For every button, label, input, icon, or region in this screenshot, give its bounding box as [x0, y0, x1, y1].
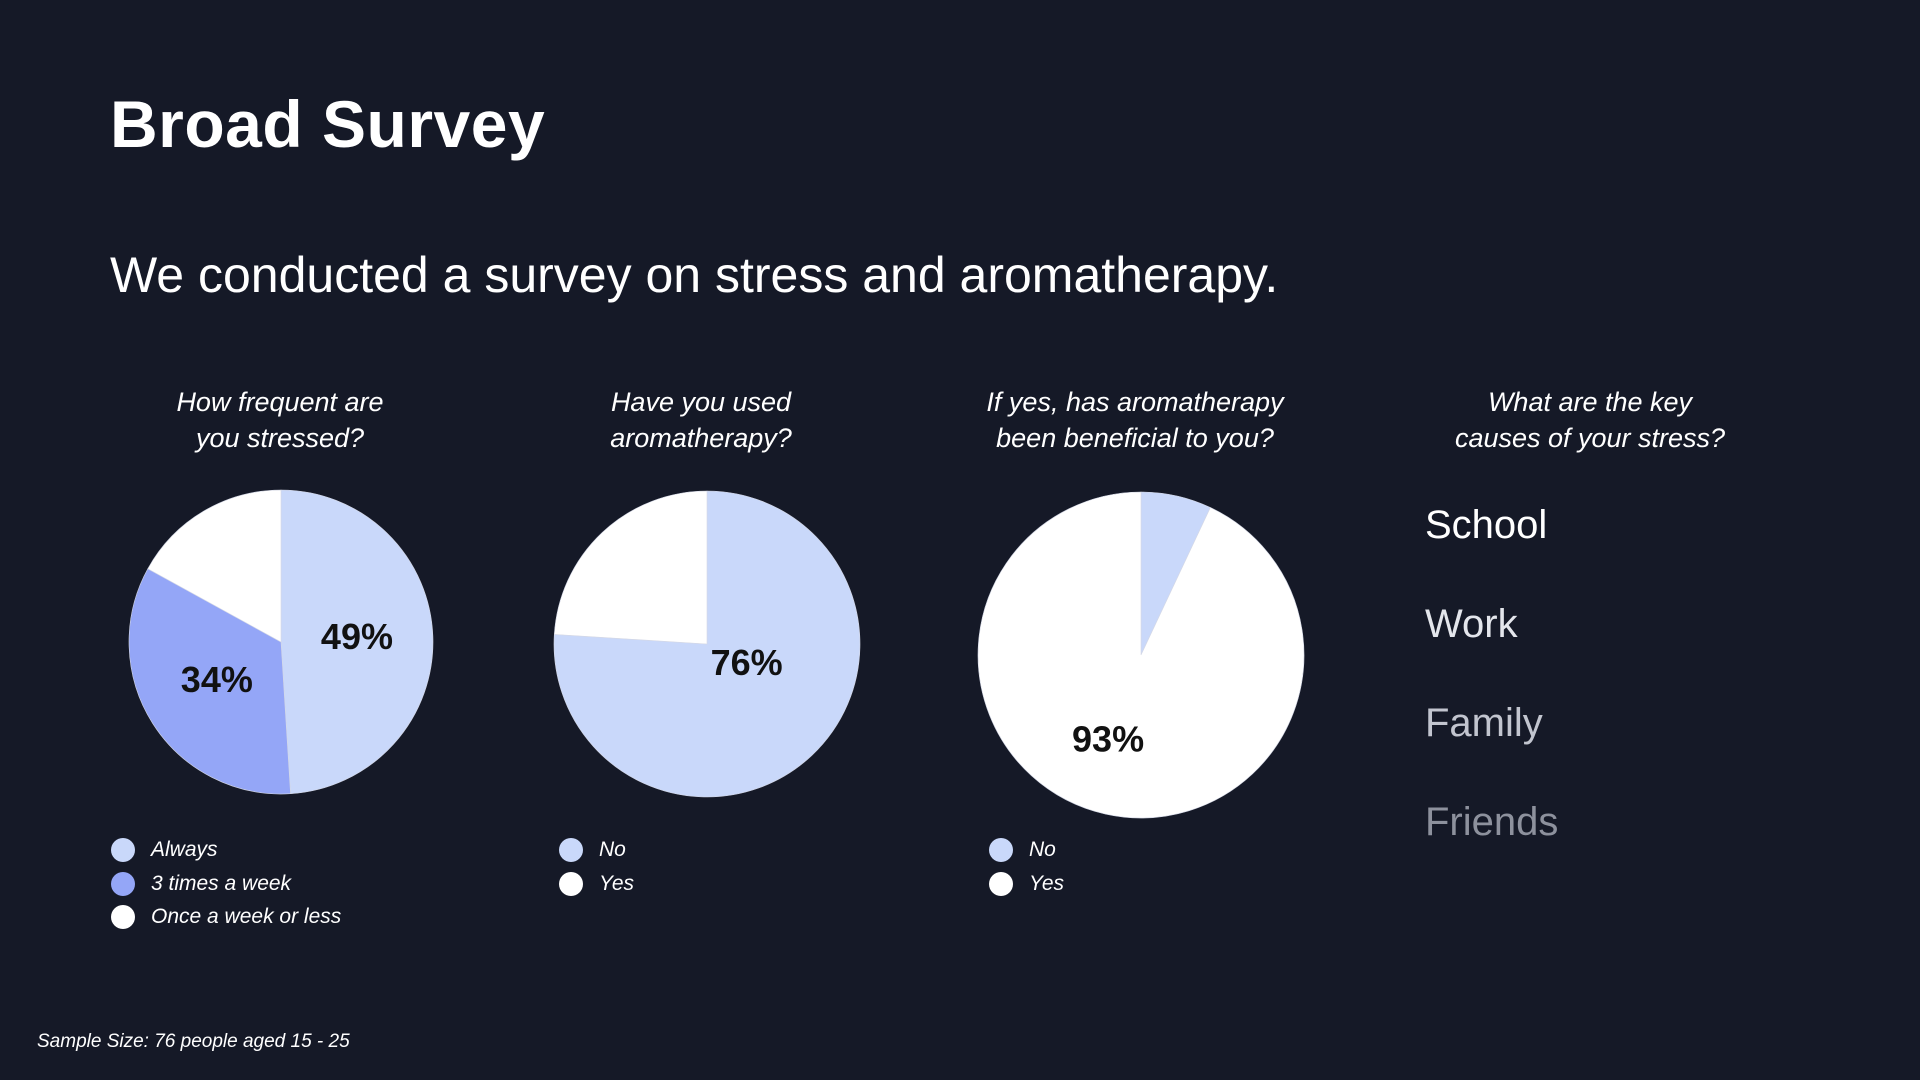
legend-item: Yes: [559, 867, 634, 901]
aromatherapy-benefit-legend: No Yes: [989, 833, 1064, 901]
aromatherapy-benefit-pie-chart: 93%: [977, 491, 1305, 819]
cause-item-family: Family: [1425, 701, 1543, 745]
slide-subtitle: We conducted a survey on stress and arom…: [110, 247, 1279, 303]
slice-yes-label: 93%: [1072, 718, 1144, 759]
stress-causes-list: School Work Family Friends: [1425, 500, 1558, 896]
legend-swatch: [989, 872, 1013, 896]
legend-label: Yes: [599, 872, 635, 895]
chart-3-title: If yes, has aromatherapy been beneficial…: [960, 384, 1310, 456]
legend-swatch: [559, 872, 583, 896]
legend-label: Yes: [1029, 872, 1065, 895]
sample-size-footnote: Sample Size: 76 people aged 15 - 25: [37, 1031, 350, 1052]
legend-item: Always: [111, 833, 341, 867]
chart-2-title-line-1: Have you used: [610, 387, 792, 417]
legend-swatch: [111, 872, 135, 896]
chart-3-title-line-1: If yes, has aromatherapy: [986, 387, 1284, 417]
legend-label: No: [599, 838, 626, 861]
cause-item-work: Work: [1425, 602, 1518, 646]
chart-1-title-line-2: you stressed?: [195, 423, 365, 453]
slice-always-label: 49%: [321, 616, 393, 657]
slice-no: [553, 490, 861, 798]
legend-swatch: [559, 838, 583, 862]
legend-label: No: [1029, 838, 1056, 861]
aromatherapy-usage-legend: No Yes: [559, 833, 634, 901]
legend-swatch: [111, 838, 135, 862]
causes-title-line-2: causes of your stress?: [1454, 423, 1726, 453]
slice-no-label: 76%: [711, 642, 783, 683]
legend-label: 3 times a week: [151, 872, 292, 895]
legend-item: 3 times a week: [111, 867, 341, 901]
legend-label: Always: [151, 838, 218, 861]
legend-item: No: [989, 833, 1064, 867]
legend-item: Once a week or less: [111, 901, 341, 933]
chart-2-title-line-2: aromatherapy?: [610, 423, 792, 453]
slide-title: Broad Survey: [110, 87, 546, 161]
legend-item: No: [559, 833, 634, 867]
legend-item: Yes: [989, 867, 1064, 901]
cause-item-friends: Friends: [1425, 800, 1559, 844]
slice-always: [280, 489, 434, 795]
legend-swatch: [989, 838, 1013, 862]
causes-title-line-1: What are the key: [1487, 387, 1693, 417]
slice-once-a-week-or-less: [147, 489, 282, 643]
slice-yes: [553, 490, 708, 645]
stress-frequency-pie-chart: 49% 34%: [128, 489, 434, 795]
chart-1-title-line-1: How frequent are: [176, 387, 384, 417]
aromatherapy-usage-pie-chart: 76%: [553, 490, 861, 798]
chart-3-title-line-2: been beneficial to you?: [996, 423, 1274, 453]
slice-three-times-a-week-label: 34%: [181, 659, 253, 700]
chart-2-title: Have you used aromatherapy?: [551, 384, 851, 456]
chart-1-title: How frequent are you stressed?: [130, 384, 430, 456]
legend-swatch: [111, 905, 135, 929]
cause-item-school: School: [1425, 503, 1548, 547]
stress-frequency-legend: Always 3 times a week Once a week or less: [111, 833, 341, 933]
causes-title: What are the key causes of your stress?: [1410, 384, 1770, 456]
legend-label: Once a week or less: [151, 905, 342, 928]
slice-yes: [977, 491, 1305, 819]
